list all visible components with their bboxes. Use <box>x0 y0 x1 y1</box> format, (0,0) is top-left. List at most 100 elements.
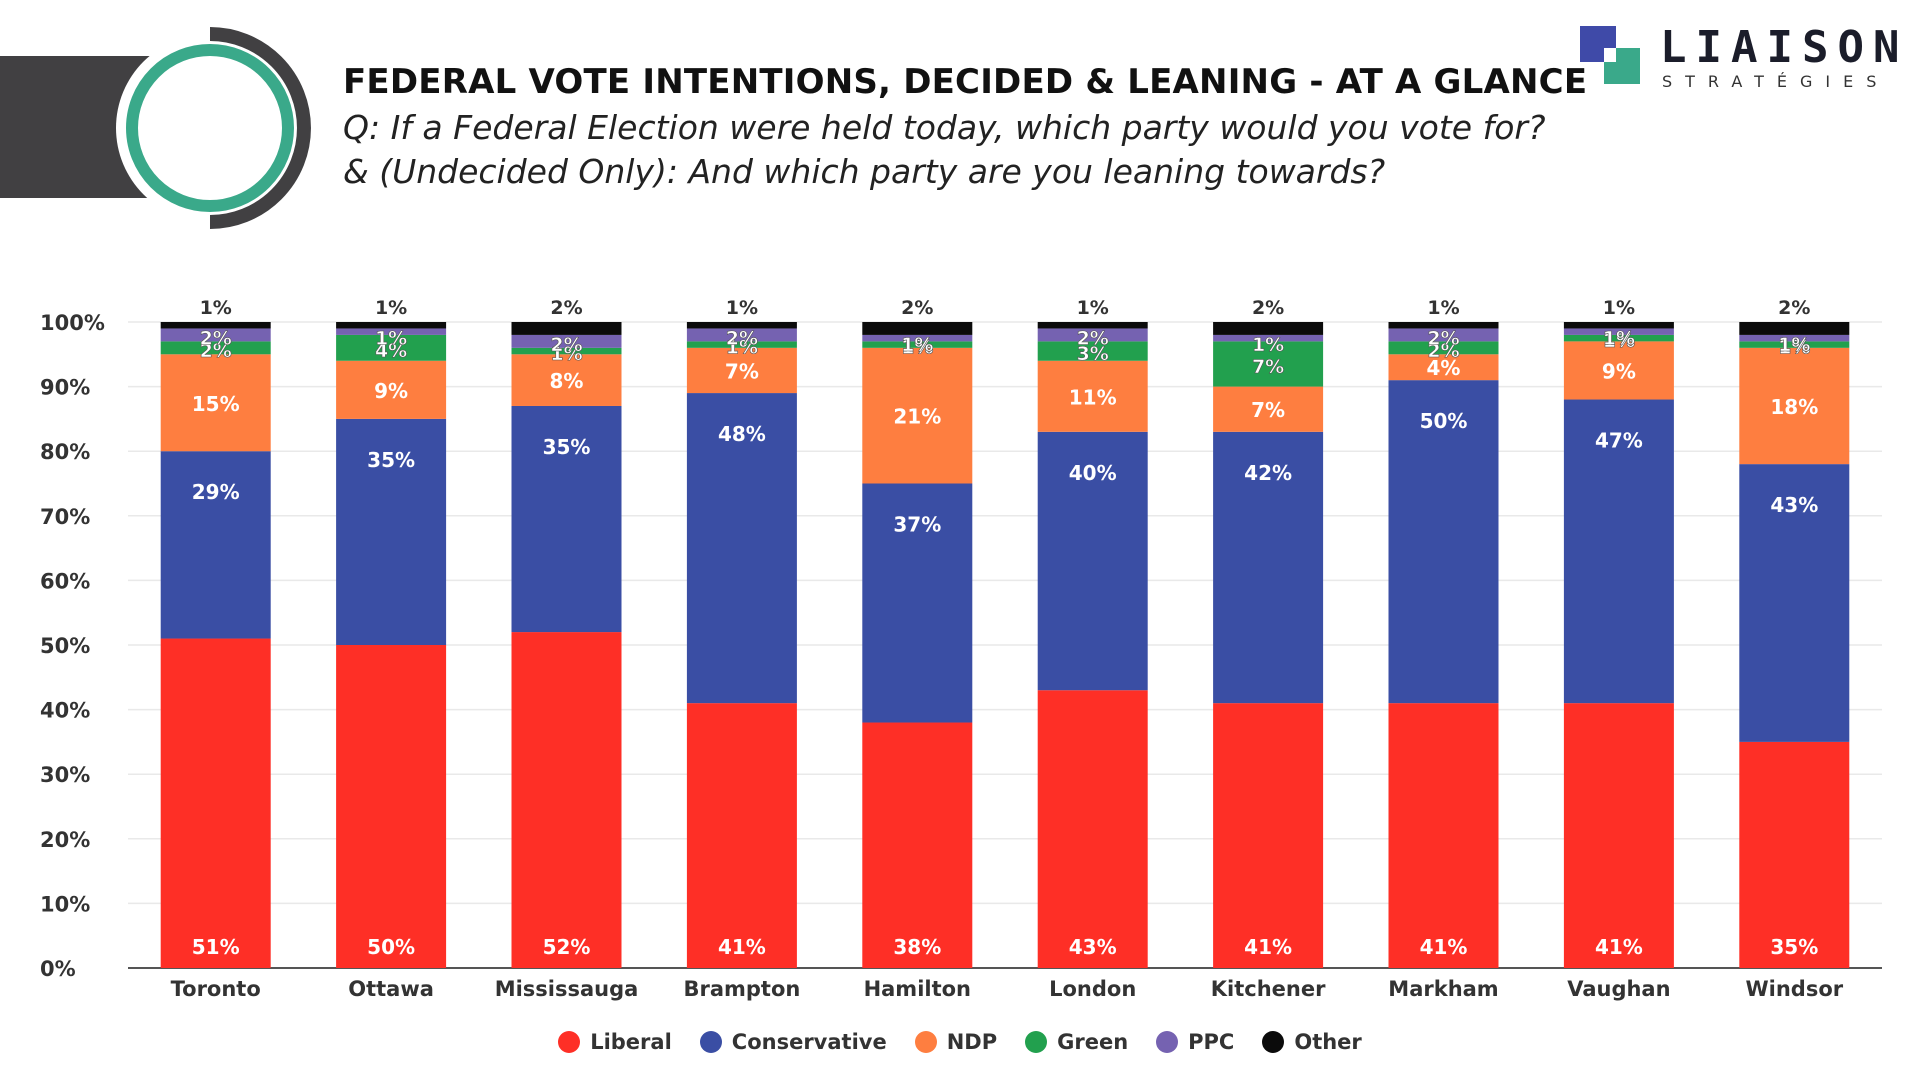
data-label-liberal: 52% <box>543 935 591 959</box>
data-label-conservative: 43% <box>1770 493 1818 517</box>
category-label: Kitchener <box>1211 977 1326 1001</box>
bar-segment-ndp <box>1037 360 1148 432</box>
bar-segment-conservative <box>1739 464 1850 742</box>
bar-segment-green <box>1563 334 1674 342</box>
bar-segment-green <box>1213 341 1324 387</box>
data-label-other: 1% <box>1077 297 1109 319</box>
category-label: Windsor <box>1745 977 1843 1001</box>
bar-segment-other <box>511 322 622 335</box>
y-tick-label: 20% <box>40 828 90 852</box>
legend-swatch <box>1262 1031 1285 1053</box>
bar-segment-green <box>336 334 447 361</box>
data-label-green: 4% <box>375 340 407 362</box>
liaison-logo: LIAISON STRATÉGIES <box>1578 22 1908 92</box>
bars <box>160 322 1850 968</box>
chart-title: FEDERAL VOTE INTENTIONS, DECIDED & LEANI… <box>343 62 1588 102</box>
data-label-liberal: 41% <box>1595 935 1643 959</box>
y-tick-label: 50% <box>40 634 90 658</box>
bar-segment-green <box>862 341 973 348</box>
bar-segment-liberal <box>1213 703 1324 968</box>
data-label-ndp: 7% <box>725 359 759 383</box>
bar-segment-ppc <box>1388 328 1499 342</box>
bar-segment-ndp <box>336 360 447 419</box>
data-label-ppc: 1% <box>1603 327 1635 349</box>
data-label-liberal: 51% <box>192 935 240 959</box>
legend-item-ppc: PPC <box>1156 1030 1234 1054</box>
data-label-conservative: 47% <box>1595 429 1643 453</box>
data-label-ndp: 21% <box>893 405 941 429</box>
legend-item-liberal: Liberal <box>558 1030 672 1054</box>
legend-swatch <box>699 1031 722 1053</box>
data-label-ndp: 15% <box>192 392 240 416</box>
bar-segment-green <box>1388 341 1499 355</box>
bar-segment-other <box>1037 322 1148 329</box>
y-tick-label: 80% <box>40 440 90 464</box>
bar-segment-other <box>1213 322 1324 335</box>
bar-segment-conservative <box>1037 431 1148 691</box>
bar-segment-liberal <box>686 703 797 968</box>
bar-segment-conservative <box>1388 380 1499 704</box>
legend-item-green: Green <box>1025 1030 1128 1054</box>
bar-segment-ppc <box>1563 328 1674 335</box>
bar-segment-other <box>1563 322 1674 329</box>
bar-segment-ndp <box>1739 347 1850 465</box>
data-label-other: 2% <box>1252 297 1284 319</box>
data-label-conservative: 35% <box>543 435 591 459</box>
bar-segment-ndp <box>862 347 973 484</box>
data-label-ndp: 9% <box>374 379 408 403</box>
bar-segment-ppc <box>336 328 447 335</box>
category-label: Markham <box>1388 977 1498 1001</box>
data-label-green: 1% <box>550 343 582 365</box>
data-label-green: 1% <box>901 337 933 359</box>
y-tick-label: 0% <box>40 957 76 981</box>
bar-segment-conservative <box>511 405 622 633</box>
bar-segment-conservative <box>686 393 797 704</box>
data-label-conservative: 40% <box>1069 461 1117 485</box>
y-tick-label: 40% <box>40 699 90 723</box>
legend-item-other: Other <box>1262 1030 1362 1054</box>
data-label-other: 2% <box>1778 297 1810 319</box>
legend-label: Conservative <box>731 1030 887 1054</box>
data-label-ppc: 2% <box>726 327 758 349</box>
bar-segment-ndp <box>1388 354 1499 381</box>
y-axis-ticks: 0% 10% 20% 30% 40% 50% 60% 70% 80% 90% 100% <box>40 311 105 981</box>
category-label: London <box>1049 977 1136 1001</box>
y-tick-label: 30% <box>40 763 90 787</box>
data-label-other: 2% <box>901 297 933 319</box>
data-label-green: 2% <box>1427 340 1459 362</box>
category-label: Hamilton <box>864 977 971 1001</box>
bar-segment-ndp <box>1563 341 1674 400</box>
bar-segment-conservative <box>862 483 973 723</box>
logo-mark-icon <box>1580 26 1640 84</box>
data-label-green: 1% <box>1603 330 1635 352</box>
data-label-liberal: 41% <box>718 935 766 959</box>
outer-ring-arc <box>209 27 311 229</box>
data-label-ppc: 1% <box>1778 334 1810 356</box>
bar-segment-green <box>1739 341 1850 348</box>
stacked-bar-chart: 0% 10% 20% 30% 40% 50% 60% 70% 80% 90% 100% 51% 29%… <box>40 297 1882 1001</box>
bar-segment-green <box>511 347 622 355</box>
data-label-green: 3% <box>1077 343 1109 365</box>
legend-label: Green <box>1057 1030 1129 1054</box>
data-label-ndp: 8% <box>550 369 584 393</box>
data-label-other: 1% <box>375 297 407 319</box>
data-label-liberal: 38% <box>893 935 941 959</box>
bar-segment-liberal <box>1563 703 1674 968</box>
data-label-ndp: 18% <box>1770 395 1818 419</box>
data-label-conservative: 35% <box>367 448 415 472</box>
logo-tagline: STRATÉGIES <box>1662 72 1890 91</box>
category-label: Vaughan <box>1567 977 1670 1001</box>
category-label: Mississauga <box>495 977 639 1001</box>
data-label-liberal: 41% <box>1420 935 1468 959</box>
data-label-ppc: 1% <box>375 327 407 349</box>
bar-segment-ndp <box>160 354 271 452</box>
y-tick-label: 90% <box>40 376 90 400</box>
legend-item-conservative: Conservative <box>699 1030 887 1054</box>
data-label-conservative: 48% <box>718 422 766 446</box>
legend-swatch <box>558 1031 581 1053</box>
data-label-ppc: 1% <box>901 334 933 356</box>
bar-segment-liberal <box>336 645 447 968</box>
data-label-ndp: 9% <box>1602 359 1636 383</box>
bar-segment-ppc <box>686 328 797 342</box>
bar-segment-conservative <box>1563 399 1674 704</box>
